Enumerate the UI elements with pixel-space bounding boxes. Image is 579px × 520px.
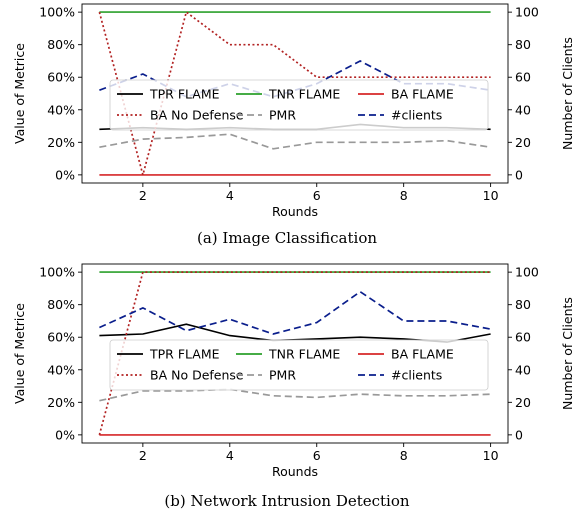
y2-tick-label: 80: [515, 297, 531, 312]
series-line-pmr: [99, 133, 491, 150]
x-tick-label: 8: [400, 188, 408, 203]
x-tick-label: 2: [139, 448, 147, 463]
y2-tick-label: 20: [515, 395, 531, 410]
x-tick-label: 6: [313, 448, 321, 463]
x-tick-label: 10: [483, 188, 499, 203]
y-tick-label: 0%: [55, 167, 75, 182]
y-tick-label: 0%: [55, 427, 75, 442]
chart-panel-2: 0% 20% 40% 60% 80% 100% 0 20 40 60 80 100 2 4 6 8 10 Roun…: [12, 263, 575, 510]
legend-label: TPR FLAME: [149, 347, 220, 362]
y2-tick-label: 100: [515, 265, 539, 280]
x-axis-label: Rounds: [272, 464, 318, 479]
y2-tick-label: 0: [515, 167, 523, 182]
series-line-pmr: [99, 388, 491, 402]
y2-tick-label: 40: [515, 362, 531, 377]
legend-label: BA FLAME: [391, 87, 454, 102]
y-tick-label: 40%: [47, 102, 75, 117]
y2-tick-label: 60: [515, 70, 531, 85]
legend-label: TNR FLAME: [268, 347, 340, 362]
plot-frame: [81, 263, 509, 444]
y-tick-label: 20%: [47, 395, 75, 410]
x-tick-label: 10: [483, 448, 499, 463]
y2-tick-label: 0: [515, 427, 523, 442]
x-tick-label: 4: [226, 448, 234, 463]
y-tick-label: 20%: [47, 135, 75, 150]
legend-label: PMR: [269, 108, 296, 123]
legend-label: #clients: [391, 368, 442, 383]
legend-label: PMR: [269, 368, 296, 383]
series-line--clients: [99, 290, 491, 335]
x-tick-label: 6: [313, 188, 321, 203]
series-line-ba-no-defense: [98, 271, 491, 436]
y-axis-label: Value of Metrice: [12, 303, 27, 404]
x-axis-label: Rounds: [272, 204, 318, 219]
y2-tick-label: 100: [515, 5, 539, 20]
legend-box: [109, 79, 489, 131]
y2-axis-label: Number of Clients: [560, 297, 575, 410]
legend-box: [109, 339, 489, 391]
y-tick-label: 100%: [39, 5, 75, 20]
legend-label: BA FLAME: [391, 347, 454, 362]
legend-label: #clients: [391, 108, 442, 123]
plot-frame: [81, 3, 509, 184]
series-line-tpr-flame: [99, 323, 491, 343]
legend-label: TPR FLAME: [149, 87, 220, 102]
chart-panel-1: 0% 20% 40% 60% 80% 100% 0 20 40 60 80 100 2 4 6 8 10 Roun…: [12, 3, 575, 247]
legend-label: BA No Defense: [150, 368, 244, 383]
x-tick-label: 2: [139, 188, 147, 203]
y2-axis-label: Number of Clients: [560, 37, 575, 150]
y-tick-label: 80%: [47, 297, 75, 312]
y2-tick-label: 40: [515, 102, 531, 117]
y2-tick-label: 60: [515, 330, 531, 345]
figure-caption: (a) Image Classification: [197, 229, 377, 247]
legend-label: BA No Defense: [150, 108, 244, 123]
y-axis-label: Value of Metrice: [12, 43, 27, 144]
y-tick-label: 60%: [47, 70, 75, 85]
x-tick-label: 4: [226, 188, 234, 203]
y-tick-label: 40%: [47, 362, 75, 377]
x-tick-label: 8: [400, 448, 408, 463]
legend-label: TNR FLAME: [268, 87, 340, 102]
y-tick-label: 60%: [47, 330, 75, 345]
y2-tick-label: 20: [515, 135, 531, 150]
y2-tick-label: 80: [515, 37, 531, 52]
figure-caption: (b) Network Intrusion Detection: [164, 492, 409, 510]
y-tick-label: 100%: [39, 265, 75, 280]
y-tick-label: 80%: [47, 37, 75, 52]
